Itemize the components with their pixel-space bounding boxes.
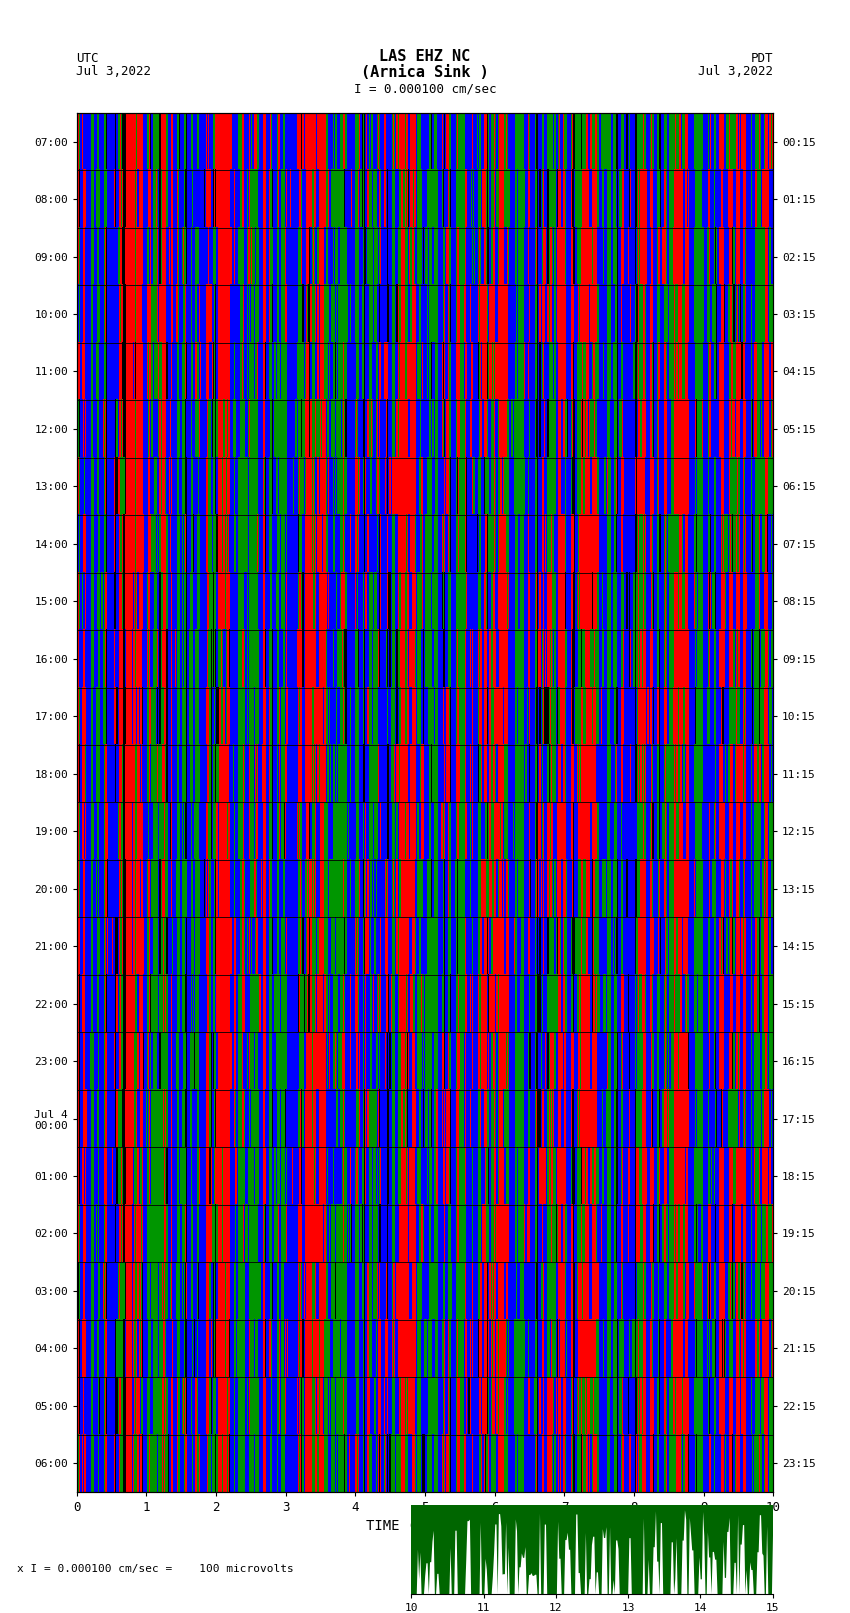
Text: LAS EHZ NC: LAS EHZ NC bbox=[379, 48, 471, 65]
Text: Jul 3,2022: Jul 3,2022 bbox=[76, 65, 151, 77]
Text: Jul 3,2022: Jul 3,2022 bbox=[699, 65, 774, 77]
Text: PDT: PDT bbox=[751, 52, 774, 65]
Text: (Arnica Sink ): (Arnica Sink ) bbox=[361, 65, 489, 79]
Text: UTC: UTC bbox=[76, 52, 99, 65]
X-axis label: TIME (MINUTES): TIME (MINUTES) bbox=[366, 1518, 484, 1532]
Text: x I = 0.000100 cm/sec =    100 microvolts: x I = 0.000100 cm/sec = 100 microvolts bbox=[17, 1565, 294, 1574]
Text: I = 0.000100 cm/sec: I = 0.000100 cm/sec bbox=[354, 82, 496, 97]
